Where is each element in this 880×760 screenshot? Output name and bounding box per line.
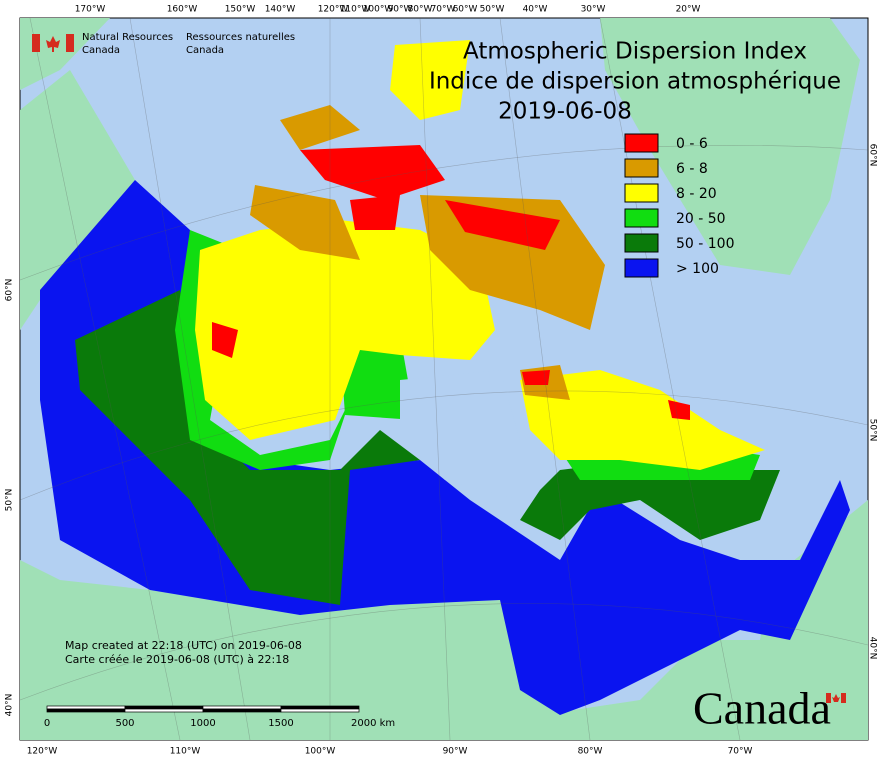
zone-8-20 <box>195 220 495 440</box>
lon-label: 30°W <box>581 5 606 15</box>
zone-6-8-north <box>280 105 360 150</box>
lon-label: 120°W <box>318 5 349 15</box>
graticule <box>19 17 869 741</box>
lon-label: 20°W <box>676 5 701 15</box>
maple-leaf <box>46 36 60 52</box>
zone-0-6-island <box>350 195 400 230</box>
meridians <box>29 17 741 741</box>
legend-label: > 100 <box>676 261 719 277</box>
alaska <box>20 70 135 330</box>
title-en: Atmospheric Dispersion Index <box>463 39 807 65</box>
scale-label: 1500 <box>268 718 293 729</box>
legend-swatch <box>624 208 659 228</box>
lon-label: 80°W <box>578 747 603 757</box>
parallels <box>19 144 869 701</box>
lon-label: 70°W <box>728 747 753 757</box>
scale-segment <box>280 708 360 713</box>
legend-label: 50 - 100 <box>676 236 735 252</box>
lon-label: 40°W <box>523 5 548 15</box>
zone-0-6-labrador <box>668 400 690 420</box>
map-note: Carte créée le 2019-06-08 (UTC) à 22:18 <box>65 653 289 666</box>
legend-swatch <box>624 258 659 278</box>
lat-label: 50°N <box>5 489 15 512</box>
zone-6-8 <box>250 185 360 260</box>
scale-segment <box>202 708 282 713</box>
agency-fr: Ressources naturelles <box>186 32 295 43</box>
nrcan-flag <box>32 34 74 52</box>
lon-label: 70°W <box>431 5 456 15</box>
scale-label: 0 <box>44 718 50 729</box>
scale-segment <box>46 708 126 713</box>
lon-label: 160°W <box>167 5 198 15</box>
lon-label: 100°W <box>363 5 394 15</box>
zone-0-6-ungava <box>522 370 550 385</box>
russia <box>20 18 110 90</box>
scale-segment <box>46 705 126 710</box>
scale-label: 500 <box>115 718 134 729</box>
agency-fr: Canada <box>186 45 224 56</box>
lon-label: 170°W <box>75 5 106 15</box>
zone-above-100 <box>40 180 850 715</box>
scale-segment <box>124 708 204 713</box>
lat-label: 60°N <box>868 144 878 167</box>
lon-label: 110°W <box>340 5 371 15</box>
agency-en: Natural Resources <box>82 32 173 43</box>
lat-label: 40°N <box>5 694 15 717</box>
legend-label: 6 - 8 <box>676 161 708 177</box>
wordmark: Canada <box>693 683 831 734</box>
wordmark-flag <box>826 693 846 703</box>
lat-label: 50°N <box>868 419 878 442</box>
zone-8-20-ellesmere <box>390 40 470 120</box>
scale-segment <box>280 705 360 710</box>
flag-bar <box>66 34 74 52</box>
zone-8-20-labrador <box>520 370 765 470</box>
lon-label: 90°W <box>388 5 413 15</box>
lon-label: 50°W <box>480 5 505 15</box>
legend-label: 20 - 50 <box>676 211 726 227</box>
legend-swatch <box>624 158 659 178</box>
zone-20-50-hudson <box>340 335 415 420</box>
lon-label: 90°W <box>443 747 468 757</box>
zone-0-6-baffin <box>445 200 560 250</box>
land-foreign <box>20 18 868 740</box>
legend-swatch <box>624 233 659 253</box>
hudson-bay <box>400 370 560 500</box>
legend-label: 0 - 6 <box>676 136 708 152</box>
lon-label: 120°W <box>27 747 58 757</box>
agency-en: Canada <box>82 45 120 56</box>
lon-label: 150°W <box>225 5 256 15</box>
lat-label: 40°N <box>868 637 878 660</box>
lat-label: 60°N <box>5 279 15 302</box>
flag-bar <box>841 693 846 703</box>
usa <box>20 500 868 740</box>
lon-label: 60°W <box>453 5 478 15</box>
lon-label: 140°W <box>265 5 296 15</box>
scale-label: 2000 km <box>351 718 395 729</box>
legend-swatch <box>624 183 659 203</box>
title-fr: Indice de dispersion atmosphérique <box>429 69 841 95</box>
flag-bar <box>826 693 831 703</box>
zone-0-6-lake <box>212 322 238 358</box>
legend-swatch <box>624 133 659 153</box>
zone-50-100 <box>75 290 420 605</box>
lon-label: 100°W <box>305 747 336 757</box>
index-zones <box>40 40 850 715</box>
scale-label: 1000 <box>190 718 215 729</box>
legend-label: 8 - 20 <box>676 186 717 202</box>
lon-label: 80°W <box>408 5 433 15</box>
maple-leaf <box>832 694 840 702</box>
scale-segment <box>124 705 204 710</box>
flag-bar <box>32 34 40 52</box>
map-note: Map created at 22:18 (UTC) on 2019-06-08 <box>65 639 302 652</box>
scale-segment <box>202 705 282 710</box>
title-date: 2019-06-08 <box>498 99 632 125</box>
greenland <box>600 18 860 275</box>
zone-0-6 <box>300 145 445 200</box>
lon-label: 110°W <box>170 747 201 757</box>
